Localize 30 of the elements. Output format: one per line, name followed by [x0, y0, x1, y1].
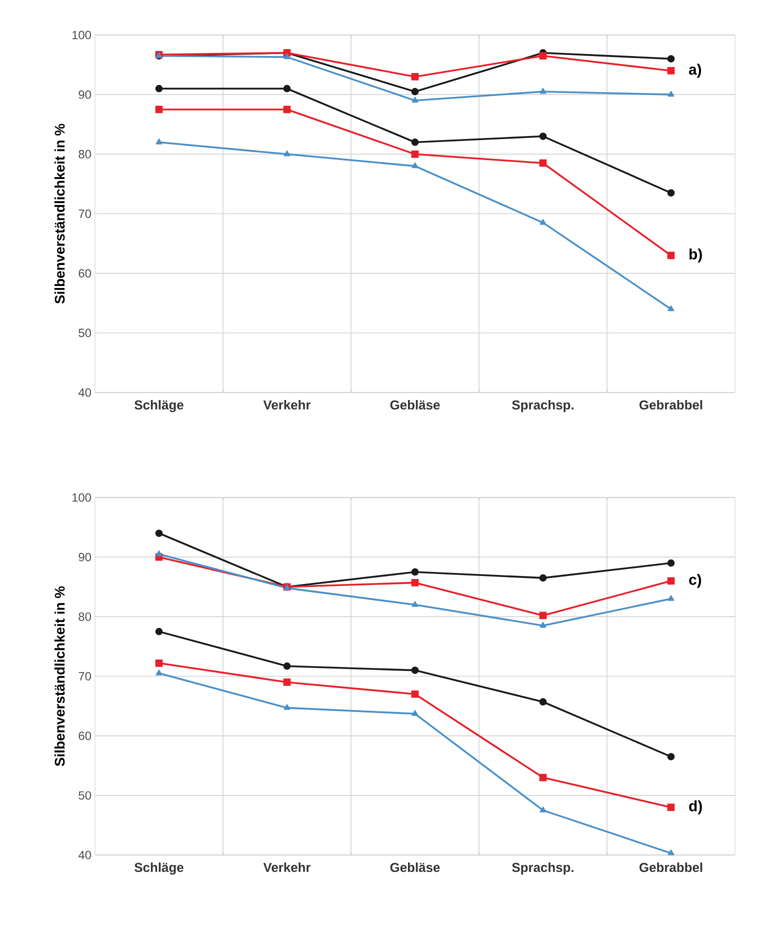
y-tick-label: 50 [78, 328, 92, 338]
y-tick-label: 40 [78, 850, 92, 860]
y-axis-title: Silbenverständlichkeit in % [54, 124, 65, 304]
x-tick-label: Sprachsp. [512, 400, 574, 412]
y-tick-label: 40 [78, 388, 92, 397]
x-tick-label: Sprachsp. [512, 862, 574, 875]
x-tick-label: Gebläse [390, 400, 440, 410]
x-tick-label: Gebrabbel [640, 862, 702, 872]
y-tick-label: 80 [78, 150, 92, 158]
y-tick-label: 60 [78, 269, 92, 278]
annotation: a) [688, 64, 702, 78]
y-tick-label: 70 [78, 210, 92, 218]
x-tick-label: Verkehr [263, 862, 311, 872]
y-tick-label: 100 [72, 493, 92, 502]
y-tick-label: 60 [78, 732, 92, 740]
y-tick-label: 90 [78, 90, 92, 99]
annotation: c) [689, 574, 702, 588]
annotation: d) [689, 800, 702, 814]
annotation: b) [690, 248, 702, 262]
x-tick-label: Gebläse [390, 862, 440, 872]
y-axis-title: Silbenverständlichkeit in % [54, 586, 65, 766]
x-tick-label: Schläge [134, 400, 184, 412]
y-tick-label: 80 [78, 612, 92, 621]
y-tick-label: 50 [78, 791, 92, 800]
y-tick-label: 70 [78, 672, 92, 680]
x-tick-label: Verkehr [263, 400, 311, 410]
y-tick-label: 100 [72, 30, 92, 40]
x-tick-label: Schläge [134, 862, 184, 875]
x-tick-label: Gebrabbel [640, 400, 702, 410]
y-tick-label: 90 [78, 552, 92, 562]
